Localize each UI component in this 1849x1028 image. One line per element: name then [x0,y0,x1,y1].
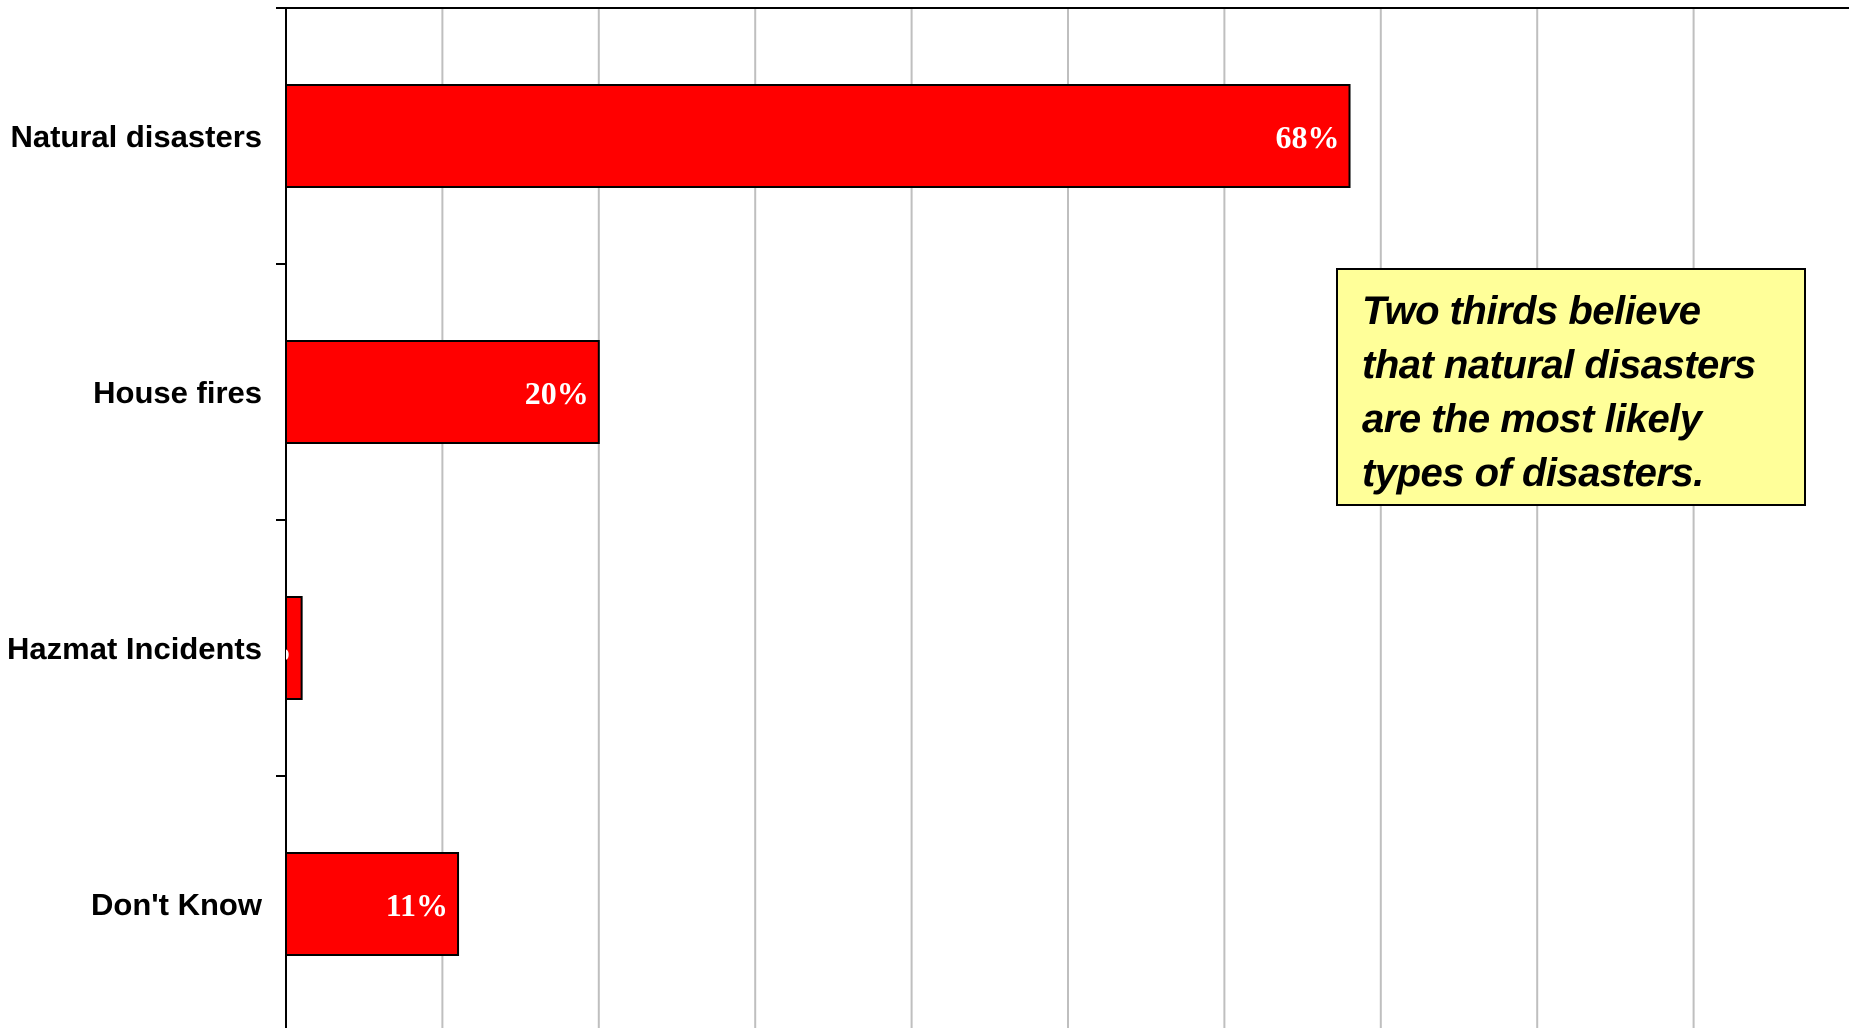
bar [285,84,1351,188]
bar [285,340,600,444]
category-label: Natural disasters [10,119,262,154]
bar [285,852,460,956]
bar-value-label: 20% [525,375,589,411]
category-label: Don't Know [91,887,263,922]
bar [285,596,303,700]
bar-value-label: 68% [1276,119,1340,155]
bar-value-label: 1% [244,631,292,667]
bar-value-label: 11% [386,887,448,923]
category-label: House fires [93,375,262,410]
category-label: Hazmat Incidents [7,631,262,666]
annotation-callout: Two thirds believe that natural disaster… [1336,268,1806,506]
